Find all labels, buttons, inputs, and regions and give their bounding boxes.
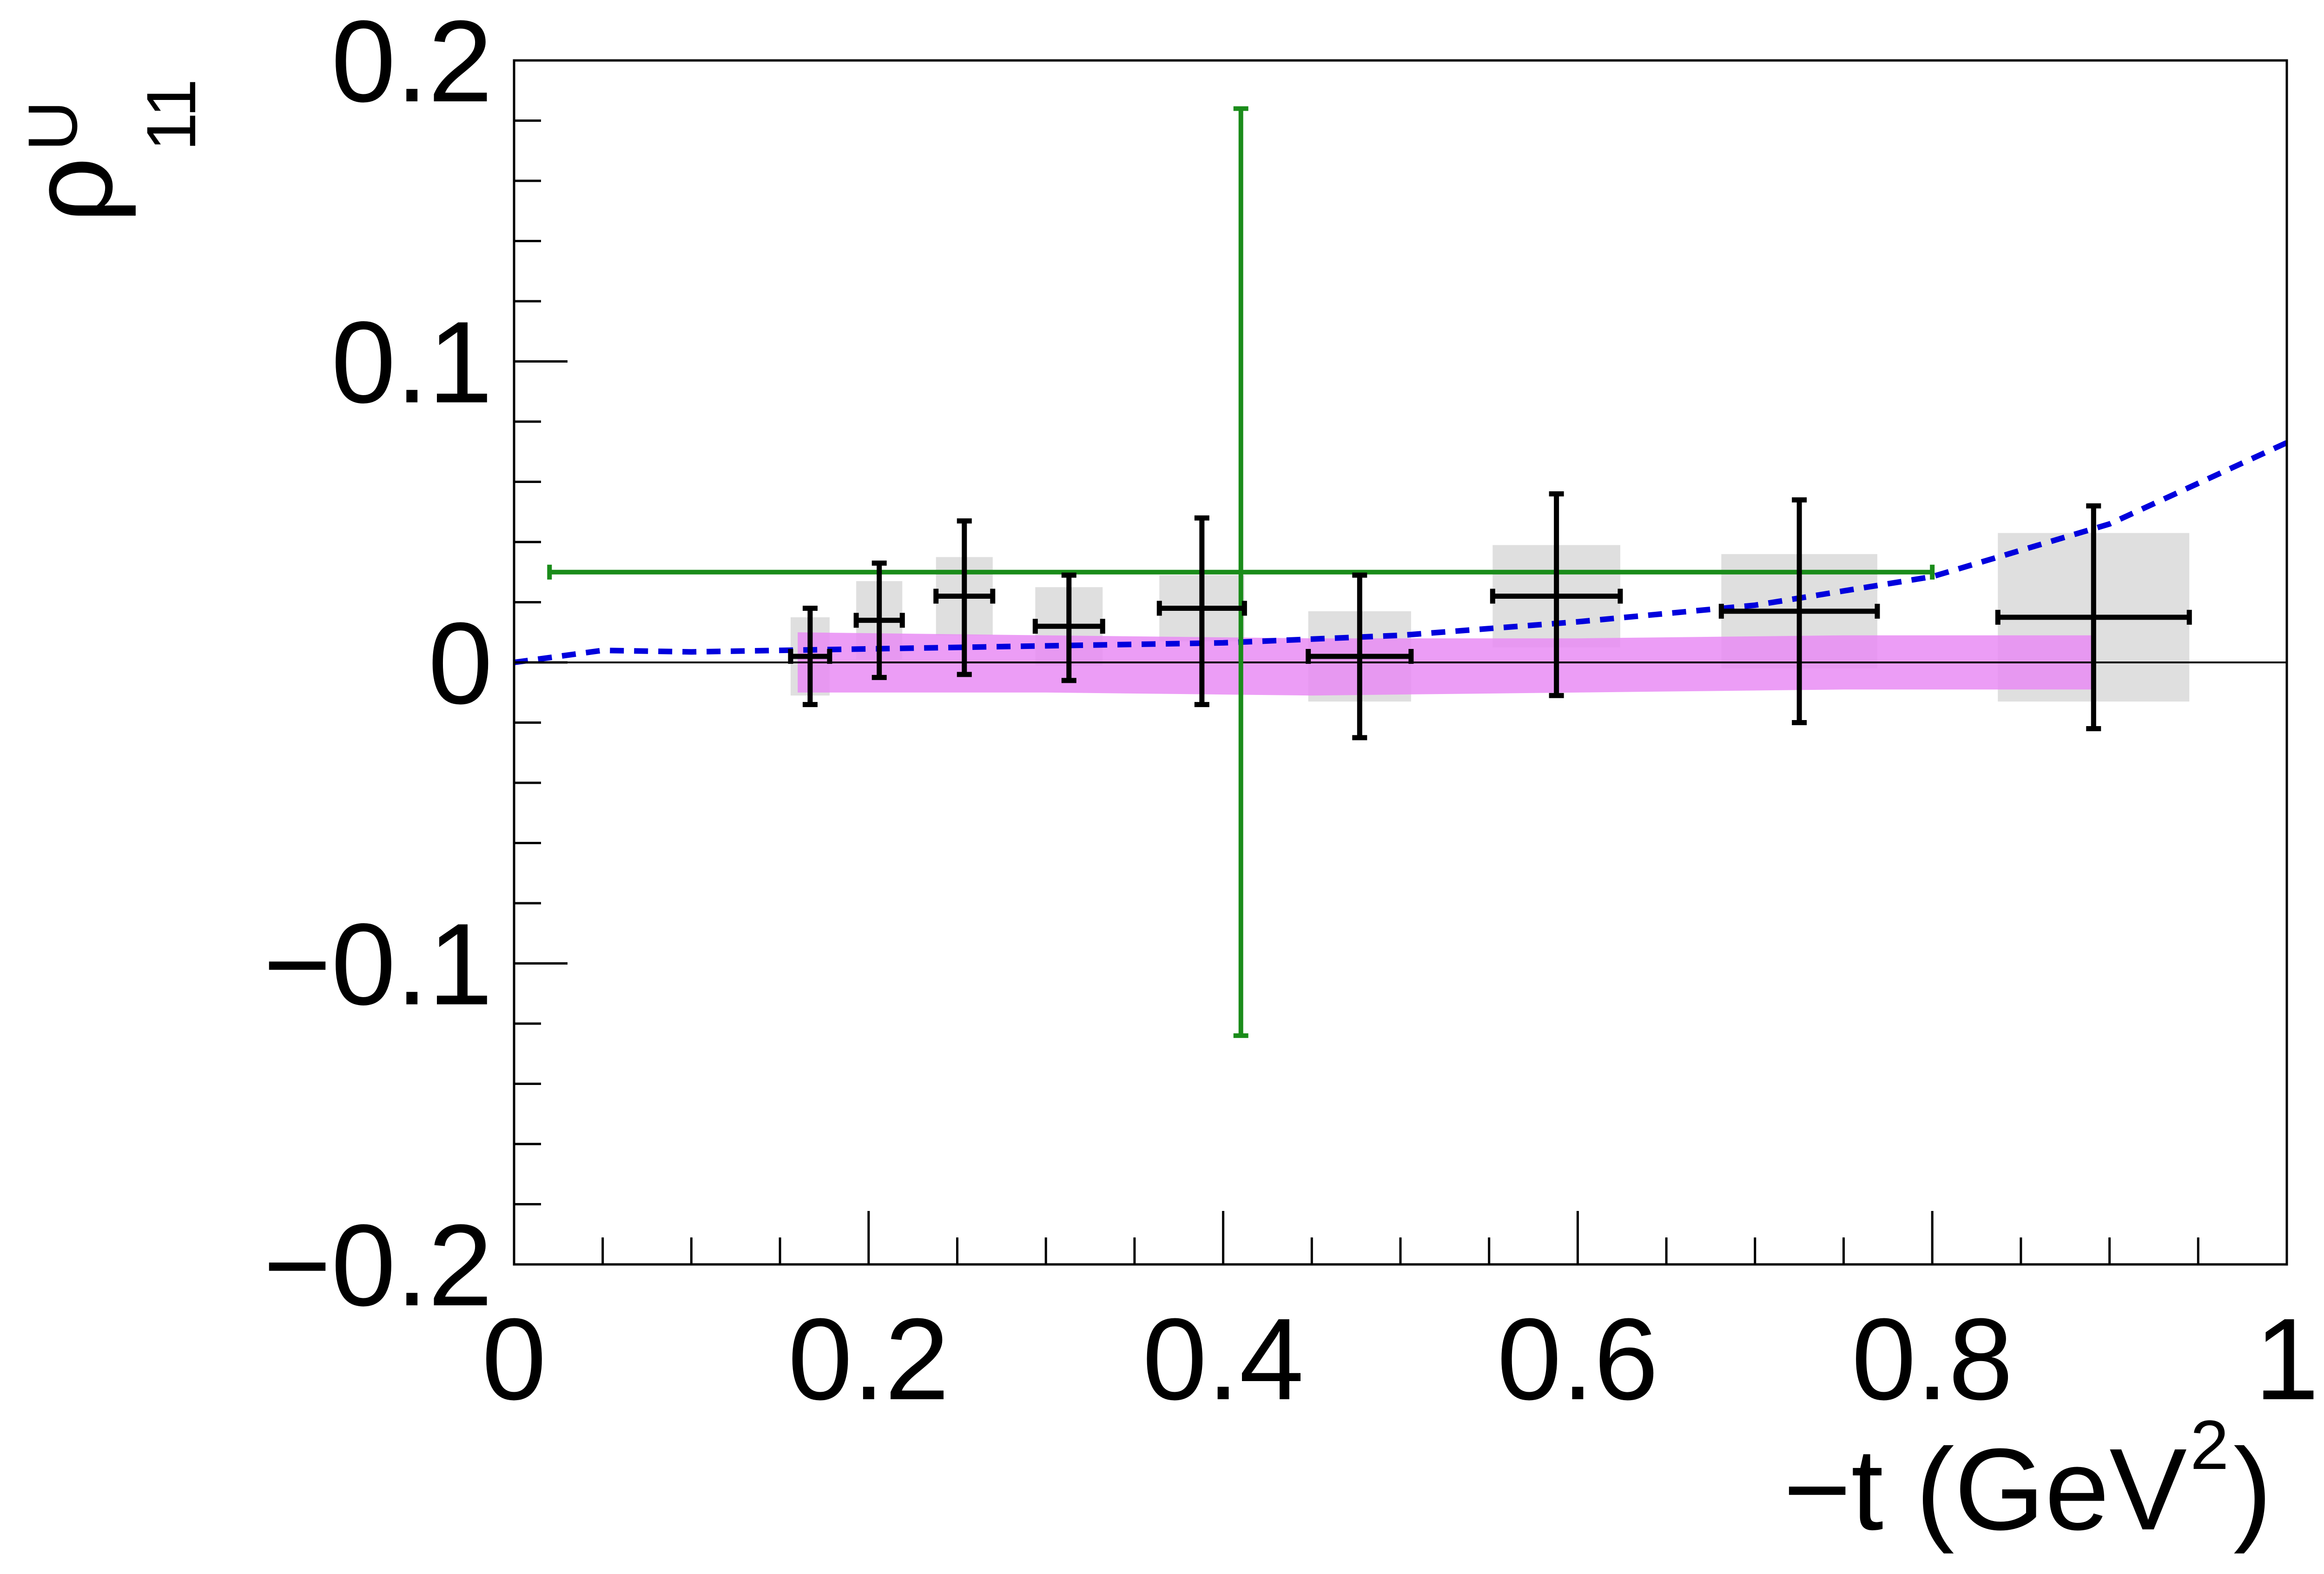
y-axis-title-group: ρ U 11 — [7, 79, 210, 223]
x-axis-title-close: ) — [2233, 1424, 2272, 1554]
model-curve-layer — [514, 440, 2288, 665]
x-tick-label: 0.2 — [788, 1294, 950, 1424]
x-tick-label: 0.6 — [1497, 1294, 1659, 1424]
y-tick-label: −0.1 — [263, 899, 493, 1029]
model-band-layer — [798, 632, 2092, 696]
y-tick-label: 0.2 — [331, 0, 493, 126]
axis-ticks-layer: 0 0.2 0.4 0.6 0.8 1 −0.2 −0.1 0 0.1 0.2 — [263, 0, 2319, 1424]
x-tick-label: 1 — [2254, 1294, 2319, 1424]
model-uncertainty-band — [798, 632, 2092, 696]
green-point-layer — [547, 106, 1935, 1038]
x-tick-label: 0.4 — [1142, 1294, 1304, 1424]
y-tick-label: −0.2 — [263, 1200, 493, 1330]
y-tick-label: 0.1 — [331, 298, 493, 427]
y-axis-title-subscript: 11 — [132, 79, 210, 151]
data-points-layer — [788, 491, 2192, 741]
x-tick-label: 0 — [482, 1294, 546, 1424]
x-tick-label: 0.8 — [1851, 1294, 2013, 1424]
y-axis-title-superscript: U — [13, 101, 92, 151]
model-curve — [514, 440, 2288, 665]
x-axis-title: −t (GeV — [1783, 1424, 2187, 1554]
y-axis-title: ρ — [7, 157, 136, 223]
x-axis-title-superscript: 2 — [2190, 1406, 2229, 1484]
y-tick-label: 0 — [428, 598, 493, 728]
